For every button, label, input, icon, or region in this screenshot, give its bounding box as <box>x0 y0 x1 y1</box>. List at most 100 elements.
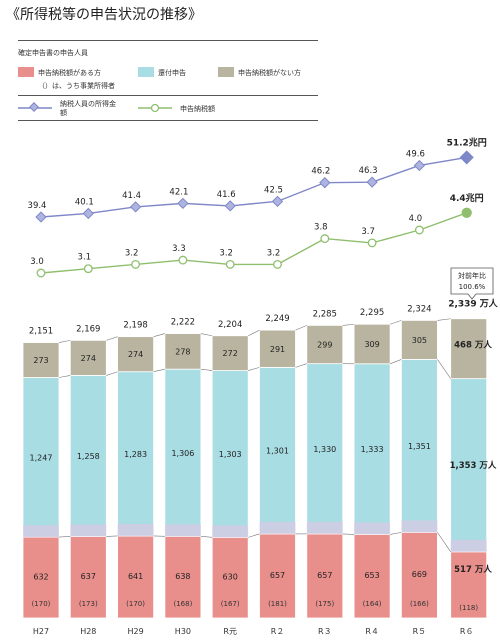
bar-no-tax-7 <box>353 323 391 365</box>
legend-mid-rule <box>18 95 318 96</box>
legend-label-no-tax: 申告納税額がない方 <box>238 69 301 77</box>
legend-marker-income <box>18 102 52 112</box>
value-business-3: (168) <box>173 600 192 608</box>
bar-no-tax-0 <box>22 342 60 378</box>
label-tax-1: 3.1 <box>78 253 92 263</box>
value-business-8: (166) <box>410 600 429 608</box>
bar-refund-3 <box>164 368 202 537</box>
bar-no-tax-6 <box>306 324 344 365</box>
label-income-2: 41.4 <box>122 191 141 201</box>
legend-label-with-tax: 申告納税額がある方 <box>38 69 101 77</box>
connector-1-7 <box>389 359 402 365</box>
value-business-last: (118) <box>459 604 478 612</box>
value-total-3: 2,222 <box>171 318 195 328</box>
value-business-0: (170) <box>32 600 51 608</box>
category-label-4: R元 <box>223 627 237 636</box>
point-income-3 <box>177 197 189 210</box>
point-income-8 <box>413 159 426 172</box>
value-no-tax-6: 299 <box>317 341 332 350</box>
category-label-0: H27 <box>33 627 49 636</box>
point-tax-7 <box>367 238 377 248</box>
value-refund-6: 1,330 <box>313 445 336 454</box>
connector-1-1 <box>106 371 118 376</box>
callout-line1: 対前年比 <box>458 271 486 280</box>
connector-1-2 <box>153 368 165 373</box>
value-with-tax-5: 657 <box>270 571 285 580</box>
connector-2-8 <box>437 318 451 321</box>
connector-0-4 <box>248 533 260 538</box>
value-with-tax-0: 632 <box>33 573 48 582</box>
connector-2-6 <box>342 323 355 326</box>
point-income-2 <box>129 201 142 213</box>
bar-no-tax-5 <box>259 329 296 368</box>
value-total-last: 2,339 万人 <box>448 298 499 310</box>
point-tax-3 <box>178 255 188 265</box>
value-total-6: 2,285 <box>313 309 337 319</box>
label-income-last: 51.2兆円 <box>447 136 487 148</box>
label-income-5: 42.5 <box>264 185 283 195</box>
value-refund-7: 1,333 <box>361 445 384 454</box>
point-tax-1 <box>83 264 93 274</box>
bar-band-0 <box>23 525 59 538</box>
point-income-7 <box>366 176 378 188</box>
connector-1-4 <box>248 367 260 371</box>
value-with-tax-3: 638 <box>175 572 190 581</box>
label-tax-last: 4.4兆円 <box>450 192 484 204</box>
label-tax-2: 3.2 <box>125 248 139 258</box>
label-tax-6: 3.8 <box>314 223 328 233</box>
connector-2-2 <box>153 333 165 337</box>
connector-0-3 <box>200 536 213 538</box>
label-tax-4: 3.2 <box>219 248 233 258</box>
bar-with-tax-2 <box>117 535 154 619</box>
legend-swatch-no-tax <box>218 67 234 77</box>
point-income-1 <box>82 207 94 220</box>
value-total-8: 2,324 <box>407 304 431 314</box>
point-tax-6 <box>320 234 330 244</box>
bar-no-tax-2 <box>117 336 154 373</box>
value-no-tax-last: 468 万人 <box>454 340 492 351</box>
bar-refund-2 <box>117 371 154 537</box>
connector-1-3 <box>200 368 213 371</box>
category-label-2: H29 <box>127 627 143 636</box>
label-tax-7: 3.7 <box>361 227 375 237</box>
value-refund-4: 1,303 <box>219 450 242 459</box>
legend-note: （）は、うち事業所得者 <box>38 82 115 90</box>
label-income-3: 42.1 <box>169 187 188 197</box>
connector-0-6 <box>342 533 355 535</box>
value-business-5: (181) <box>268 600 287 608</box>
value-refund-last: 1,353 万人 <box>450 460 497 471</box>
legend-label-income: 納税人員の所得金額 <box>60 100 116 117</box>
label-income-4: 41.6 <box>217 190 236 200</box>
label-income-6: 46.2 <box>311 167 330 177</box>
label-income-0: 39.4 <box>28 201 47 211</box>
bar-with-tax-5 <box>259 533 296 619</box>
line-income <box>40 156 467 218</box>
value-no-tax-7: 309 <box>364 340 379 349</box>
value-with-tax-6: 657 <box>317 571 332 580</box>
value-total-7: 2,295 <box>360 308 384 318</box>
value-no-tax-8: 305 <box>412 336 427 345</box>
point-income-6 <box>319 177 331 189</box>
value-no-tax-4: 272 <box>223 349 238 358</box>
bar-no-tax-9 <box>450 318 488 380</box>
value-business-2: (170) <box>126 600 145 608</box>
connector-0-7 <box>390 532 402 535</box>
line-tax <box>40 212 467 274</box>
value-no-tax-5: 291 <box>270 345 285 354</box>
point-income-5 <box>271 195 284 208</box>
legend-heading: 確定申告書の申告人員 <box>18 49 88 57</box>
connector-1-0 <box>58 375 71 378</box>
legend-top-rule <box>18 40 318 41</box>
bar-with-tax-9 <box>450 551 488 619</box>
value-no-tax-3: 278 <box>175 347 190 356</box>
bar-band-6 <box>306 521 343 534</box>
value-refund-2: 1,283 <box>124 450 147 459</box>
bar-no-tax-8 <box>400 319 438 360</box>
connector-1-8 <box>437 359 451 379</box>
value-with-tax-1: 637 <box>81 572 96 581</box>
value-total-1: 2,169 <box>76 324 100 334</box>
bar-no-tax-3 <box>164 333 202 370</box>
connector-2-3 <box>200 333 213 337</box>
value-total-5: 2,249 <box>265 314 289 324</box>
chart-title: 《所得税等の申告状況の推移》 <box>6 7 202 23</box>
